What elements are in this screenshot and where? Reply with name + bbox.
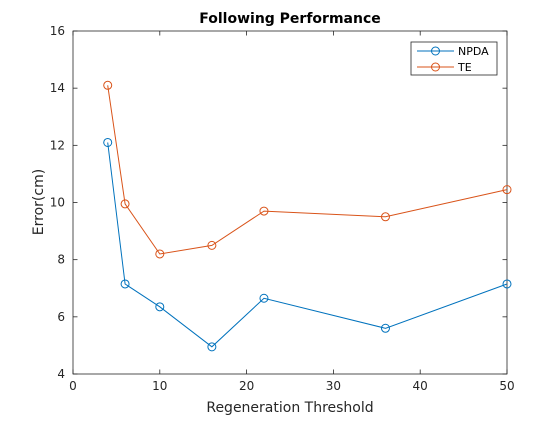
data-point-te: [259, 206, 269, 216]
data-point-npda: [103, 137, 113, 147]
plot-area: [72, 30, 508, 375]
legend-te-label: TE: [457, 61, 472, 74]
data-point-te: [103, 80, 113, 90]
x-tick-label: 10: [152, 379, 167, 393]
y-axis: 4 6 8 10 12 14 16: [50, 24, 507, 381]
legend-npda-label: NPDA: [458, 45, 489, 58]
data-point-npda: [502, 279, 512, 289]
data-point-te: [155, 249, 165, 259]
chart-title: Following Performance: [199, 11, 381, 27]
series-layer: [103, 80, 512, 352]
data-point-npda: [207, 342, 217, 352]
legend-box: [410, 41, 498, 76]
y-axis-label: Error(cm): [31, 169, 47, 235]
series-line-te: [107, 85, 508, 255]
data-point-npda: [380, 323, 390, 333]
series-line-npda: [107, 142, 508, 348]
y-tick-label: 4: [57, 367, 65, 381]
x-tick-label: 40: [413, 379, 428, 393]
x-tick-label: 20: [239, 379, 254, 393]
y-tick-label: 16: [50, 24, 65, 38]
data-point-te: [380, 212, 390, 222]
x-axis: 0 10 20 30 40 50: [69, 31, 515, 393]
legend: NPDA TE: [410, 41, 498, 76]
y-tick-label: 8: [57, 253, 65, 267]
y-tick-label: 6: [57, 310, 65, 324]
x-tick-label: 30: [326, 379, 341, 393]
legend-te-marker: [431, 62, 440, 72]
data-point-npda: [259, 293, 269, 303]
data-point-npda: [155, 302, 165, 312]
x-tick-label: 0: [69, 379, 77, 393]
x-tick-label: 50: [499, 379, 514, 393]
y-tick-label: 12: [50, 138, 65, 152]
data-point-te: [120, 199, 130, 209]
x-axis-label: Regeneration Threshold: [206, 400, 373, 416]
data-point-te: [207, 240, 217, 250]
legend-npda-marker: [431, 46, 440, 56]
y-tick-label: 14: [50, 81, 65, 95]
data-point-npda: [120, 279, 130, 289]
y-tick-label: 10: [50, 196, 65, 210]
data-point-te: [502, 185, 512, 195]
